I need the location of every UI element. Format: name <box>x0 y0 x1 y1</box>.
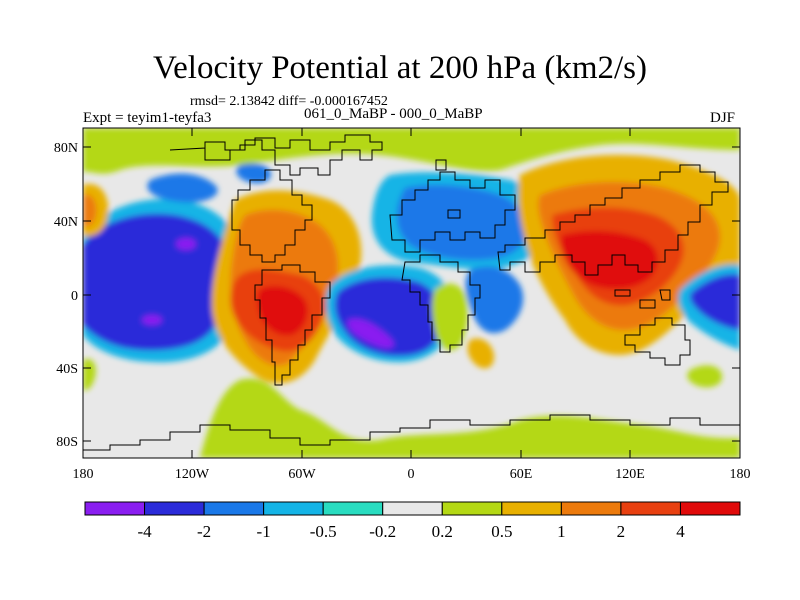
coastline-maritime-continent <box>614 289 671 309</box>
season-label: DJF <box>710 110 736 126</box>
colorbar-label: -0.2 <box>369 522 396 541</box>
colorbar-swatch <box>263 501 324 516</box>
colorbar: -4 -2 -1 -0.5 -0.2 0.2 0.5 1 2 4 <box>84 501 741 541</box>
lon-label-180w: 180 <box>73 467 94 482</box>
lat-label-40n: 40N <box>54 215 78 230</box>
contour-min-west-south <box>142 315 162 325</box>
lat-axis-labels: 80N 40N 0 40S 80S <box>54 141 78 450</box>
contour-positive-weak-west <box>83 359 96 391</box>
coastline-australia <box>624 317 691 366</box>
colorbar-label: -1 <box>257 522 271 541</box>
colorbar-swatch <box>501 501 562 516</box>
lat-label-80s: 80S <box>56 435 78 450</box>
coastline-europe <box>389 171 516 253</box>
contour-negative-east-edge-core <box>690 274 740 330</box>
lon-label-120w: 120W <box>175 467 210 482</box>
velocity-potential-field <box>83 128 740 458</box>
colorbar-label: -4 <box>137 522 152 541</box>
lon-label-120e: 120E <box>615 467 645 482</box>
coastline-north-america <box>231 169 313 263</box>
colorbar-swatch <box>144 501 205 516</box>
lon-label-0: 0 <box>408 467 415 482</box>
colorbar-label: 1 <box>557 522 566 541</box>
colorbar-label: 2 <box>617 522 626 541</box>
contour-negative-west-core <box>83 213 229 351</box>
contour-positive-west-edge-inner <box>83 194 97 227</box>
coastlines <box>83 134 740 451</box>
contour-negative-northpacific <box>147 173 218 203</box>
contour-negative-indian-west <box>465 266 524 334</box>
colorbar-swatch <box>203 501 265 516</box>
contour-max-america <box>257 286 308 336</box>
colorbar-label: 4 <box>676 522 685 541</box>
coastline-islands <box>435 159 461 219</box>
coastline-africa <box>401 254 481 353</box>
lat-label-eq: 0 <box>71 289 78 304</box>
axis-ticks <box>83 128 740 458</box>
lat-label-80n: 80N <box>54 141 78 156</box>
contour-positive-africa-weak <box>432 283 468 351</box>
colorbar-label: -0.5 <box>310 522 337 541</box>
colorbar-label: 0.2 <box>432 522 453 541</box>
contour-positive-africa-east <box>467 338 495 369</box>
lat-label-40s: 40S <box>56 362 78 377</box>
coastline-arctic-north-america <box>169 134 383 176</box>
contour-min-west-north <box>176 238 196 250</box>
colorbar-swatch <box>382 501 443 516</box>
colorbar-swatch <box>560 501 622 516</box>
contour-negative-atlantic-mid <box>396 184 526 260</box>
colorbar-label: -2 <box>197 522 211 541</box>
period-label: 061_0_MaBP - 000_0_MaBP <box>304 106 483 122</box>
contour-patch-south-pacific <box>687 365 723 388</box>
colorbar-swatch <box>620 501 681 516</box>
contour-min-south-atlantic <box>347 318 394 348</box>
plot-title: Velocity Potential at 200 hPa (km2/s) <box>152 50 648 86</box>
coastline-antarctica <box>83 414 740 451</box>
colorbar-swatch <box>441 501 503 516</box>
colorbar-swatch <box>679 501 741 516</box>
coastline-asia <box>497 164 729 276</box>
colorbar-swatch <box>84 501 146 516</box>
experiment-label: Expt = teyim1-teyfa3 <box>83 110 212 126</box>
rmsd-diff-text: rmsd= 2.13842 diff= -0.000167452 <box>190 94 388 109</box>
lon-axis-labels: 180 120W 60W 0 60E 120E 180 <box>73 467 751 482</box>
coastline-south-america <box>254 264 331 386</box>
colorbar-label: 0.5 <box>491 522 512 541</box>
contour-positive-weak-south <box>200 378 740 458</box>
contour-positive-weak <box>83 128 740 174</box>
contour-patch-north-america <box>236 163 271 184</box>
colorbar-swatch <box>322 501 384 516</box>
lon-label-180e: 180 <box>730 467 751 482</box>
lon-label-60w: 60W <box>288 467 316 482</box>
lon-label-60e: 60E <box>510 467 533 482</box>
